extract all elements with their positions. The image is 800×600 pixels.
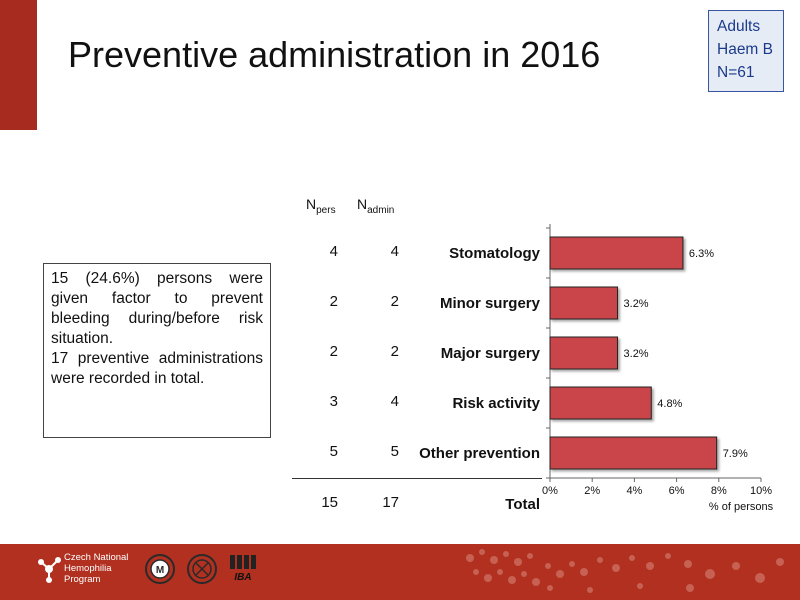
badge-line-count: N=61 [717, 64, 755, 81]
x-tick-label: 10% [750, 485, 772, 497]
org-line: Program [64, 574, 101, 585]
summary-persons: 15 (24.6%) persons were given factor to … [51, 270, 263, 347]
header-npers-base: N [306, 196, 317, 212]
nadmin-value: 4 [390, 393, 399, 410]
category-label: Stomatology [449, 245, 540, 262]
npers-value: 4 [329, 243, 338, 260]
page-title: Preventive administration in 2016 [68, 34, 601, 75]
badge-line-disease: Haem B [717, 41, 773, 58]
svg-text:IBA: IBA [234, 572, 251, 583]
data-label: 7.9% [723, 448, 748, 460]
medical-faculty-seal-icon [187, 554, 217, 584]
x-tick-label: 4% [626, 485, 642, 497]
bar [549, 336, 619, 370]
title-accent-bar [0, 0, 37, 130]
cohort-badge: Adults Haem B N=61 [708, 10, 784, 92]
data-label: 6.3% [689, 248, 714, 260]
org-line: Hemophilia [64, 563, 112, 574]
header-nadmin-sub: admin [367, 205, 395, 216]
x-tick-label: 6% [669, 485, 685, 497]
data-label: 3.2% [624, 348, 649, 360]
summary-box: 15 (24.6%) persons were given factor to … [43, 263, 271, 438]
iba-logo: IBA [230, 555, 256, 583]
category-label: Minor surgery [439, 295, 540, 312]
summary-administrations: 17 preventive administrations were recor… [51, 350, 263, 387]
x-tick-label: 8% [711, 485, 727, 497]
nadmin-value: 2 [390, 343, 399, 360]
data-label: 4.8% [657, 398, 682, 410]
category-label: Other prevention [419, 445, 540, 462]
header-nadmin-base: N [357, 196, 368, 212]
category-label: Major surgery [440, 345, 540, 362]
header-npers: Npers [306, 196, 336, 216]
data-label: 3.2% [624, 298, 649, 310]
network-icon [38, 557, 61, 583]
x-tick-label: 0% [542, 485, 558, 497]
footer-band: Czech National Hemophilia Program M IBA [0, 544, 800, 600]
total-npers: 15 [321, 494, 338, 511]
total-nadmin: 17 [382, 494, 399, 511]
bar [549, 286, 619, 320]
total-label: Total [505, 496, 540, 513]
nadmin-value: 5 [390, 443, 399, 460]
svg-text:M: M [156, 565, 164, 576]
bar [549, 386, 652, 420]
bar [549, 236, 684, 270]
npers-value: 5 [329, 443, 338, 460]
x-axis-label: % of persons [709, 501, 774, 513]
x-tick-label: 2% [584, 485, 600, 497]
npers-value: 2 [329, 293, 338, 310]
decorative-dots-pattern [466, 549, 784, 593]
bar [549, 436, 718, 470]
total-separator [292, 478, 542, 479]
header-nadmin: Nadmin [357, 196, 394, 216]
nadmin-value: 4 [390, 243, 399, 260]
org-line: Czech National [64, 552, 129, 563]
badge-line-group: Adults [717, 18, 761, 35]
category-label: Risk activity [452, 395, 540, 412]
header-npers-sub: pers [316, 205, 336, 216]
npers-value: 3 [329, 393, 338, 410]
nadmin-value: 2 [390, 293, 399, 310]
npers-value: 2 [329, 343, 338, 360]
org-name: Czech National Hemophilia Program [64, 552, 128, 585]
university-seal-icon: M [145, 554, 175, 584]
